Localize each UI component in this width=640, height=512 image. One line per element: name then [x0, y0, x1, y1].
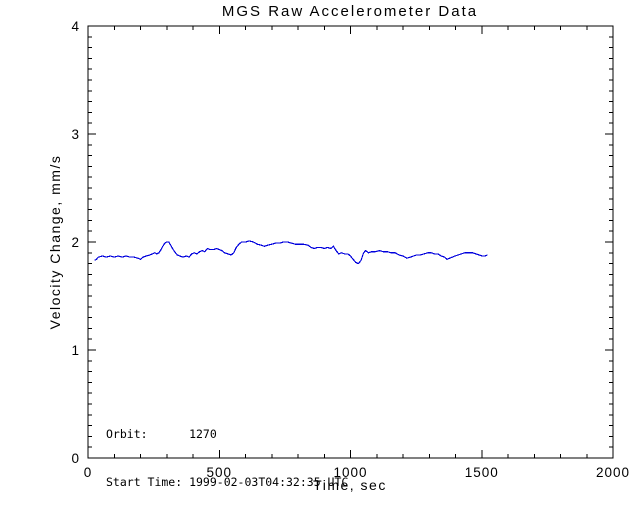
orbit-annotation: Orbit: 1270 — [106, 427, 217, 441]
y-axis-label: Velocity Change, mm/s — [47, 154, 63, 330]
x-axis-label: Time, sec — [313, 477, 387, 493]
y-tick-label: 0 — [71, 451, 80, 466]
y-tick-label: 1 — [71, 343, 80, 358]
y-tick-label: 4 — [71, 19, 80, 34]
x-tick-label: 0 — [84, 465, 93, 480]
y-tick-label: 3 — [71, 127, 80, 142]
data-series-line — [94, 240, 488, 265]
annotation-block: Orbit: 1270 Start Time: 1999-02-03T04:32… — [106, 394, 348, 512]
x-tick-label: 1500 — [465, 465, 499, 480]
x-tick-label: 500 — [206, 465, 232, 480]
y-tick-label: 2 — [71, 235, 80, 250]
chart-title: MGS Raw Accelerometer Data — [221, 3, 479, 20]
start-time-annotation: Start Time: 1999-02-03T04:32:35 UTC — [106, 475, 349, 489]
x-tick-label: 2000 — [596, 465, 630, 480]
x-tick-label: 1000 — [333, 465, 367, 480]
